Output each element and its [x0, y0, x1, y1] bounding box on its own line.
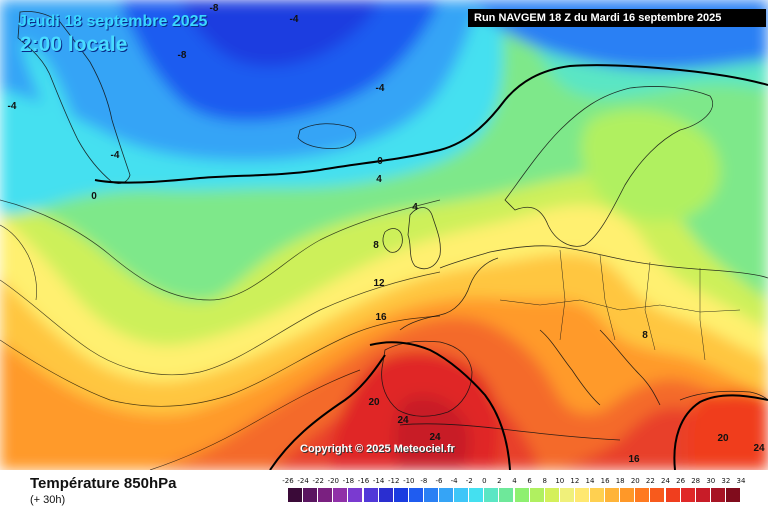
- legend-tick-label: 26: [676, 477, 686, 485]
- legend-swatch: [514, 488, 530, 502]
- isotherm-label: 4: [412, 202, 418, 213]
- legend-tick-label: 12: [570, 477, 580, 485]
- legend-swatch: [544, 488, 560, 502]
- legend-tick-label: 0: [482, 477, 487, 485]
- legend-tick-label: 18: [615, 477, 625, 485]
- forecast-date: Jeudi 18 septembre 2025: [18, 13, 208, 30]
- legend-tick-label: 10: [555, 477, 565, 485]
- legend-swatch: [363, 488, 379, 502]
- isotherm-label: 4: [376, 174, 382, 185]
- legend-swatch: [484, 488, 500, 502]
- legend-tick-label: 32: [721, 477, 731, 485]
- map-footer: Température 850hPa (+ 30h) -26 -24 -22 -20-…: [0, 470, 768, 512]
- isotherm-label: -8: [178, 50, 187, 61]
- isotherm-label: 8: [642, 330, 648, 341]
- legend-swatch: [710, 488, 726, 502]
- legend-swatch: [529, 488, 545, 502]
- legend-swatch: [620, 488, 636, 502]
- legend-tick-label: -20: [327, 477, 340, 485]
- forecast-offset: (+ 30h): [30, 494, 66, 506]
- legend-swatch: [318, 488, 334, 502]
- legend-swatch: [635, 488, 651, 502]
- isotherm-label: 24: [753, 443, 765, 454]
- legend-tick-label: 16: [600, 477, 610, 485]
- legend-tick-label: -4: [450, 477, 458, 485]
- legend-tick-label: -18: [342, 477, 355, 485]
- legend-swatch: [590, 488, 606, 502]
- legend-swatch: [423, 488, 439, 502]
- legend-tick-label: 28: [691, 477, 701, 485]
- legend-swatch: [439, 488, 455, 502]
- legend-swatch: [559, 488, 575, 502]
- copyright-text: Copyright © 2025 Meteociel.fr: [300, 443, 455, 455]
- legend-swatch: [605, 488, 621, 502]
- model-run-label: Run NAVGEM 18 Z du Mardi 16 septembre 20…: [468, 9, 766, 27]
- legend-tick-label: -10: [403, 477, 415, 485]
- isotherm-label: 24: [397, 415, 409, 426]
- parameter-title: Température 850hPa: [30, 475, 177, 492]
- legend-swatch: [574, 488, 590, 502]
- legend-tick-label: -14: [372, 477, 385, 485]
- isotherm-label: 16: [628, 454, 640, 465]
- isotherm-label: 0: [91, 191, 97, 202]
- legend-tick-label: 24: [661, 477, 670, 485]
- legend-swatch: [348, 488, 364, 502]
- legend-tick-label: 8: [542, 477, 547, 485]
- temperature-map: -8 -4 -8 -4 -4 -4 0 0 4 4 8 12 16 20 24 …: [0, 0, 768, 470]
- isotherm-label: 12: [373, 278, 385, 289]
- legend-swatch: [333, 488, 349, 502]
- isotherm-label: -4: [376, 83, 385, 94]
- color-legend: -26 -24 -22 -20 -18 -16 -14 -12 -10 -8 -6 -4 -2 0 2 4 6 8…: [281, 477, 751, 511]
- legend-tick-label: -6: [435, 477, 443, 485]
- legend-swatch: [469, 488, 485, 502]
- legend-tick-label: -22: [312, 477, 324, 485]
- isotherm-label: 0: [377, 156, 383, 167]
- isotherm-label: 8: [373, 240, 379, 251]
- legend-tick-label: -2: [465, 477, 473, 485]
- isotherm-label: -8: [210, 3, 219, 14]
- forecast-time: 2:00 locale: [20, 33, 128, 56]
- legend-swatch: [665, 488, 681, 502]
- isotherm-label: -4: [290, 14, 299, 25]
- legend-tick-label: 14: [585, 477, 595, 485]
- isotherm-label: 24: [429, 432, 441, 443]
- legend-tick-label: 6: [527, 477, 532, 485]
- legend-swatch: [454, 488, 470, 502]
- legend-tick-label: -16: [357, 477, 370, 485]
- legend-swatch: [650, 488, 666, 502]
- legend-tick-label: 4: [512, 477, 517, 485]
- legend-swatch: [499, 488, 515, 502]
- isotherm-label: 20: [368, 397, 380, 408]
- legend-tick-label: -12: [387, 477, 400, 485]
- legend-tick-label: 34: [736, 477, 746, 485]
- legend-tick-label: 2: [497, 477, 502, 485]
- legend-tick-label: 20: [630, 477, 640, 485]
- legend-tick-label: 30: [706, 477, 716, 485]
- legend-tick-label: -26: [282, 477, 294, 485]
- legend-swatch: [695, 488, 711, 502]
- legend-swatch: [378, 488, 394, 502]
- legend-tick-label: -8: [420, 477, 428, 485]
- isotherm-label: 16: [375, 312, 387, 323]
- isotherm-label: 20: [717, 433, 729, 444]
- isotherm-label: -4: [8, 101, 17, 112]
- legend-swatch: [680, 488, 696, 502]
- isotherm-label: -4: [111, 150, 120, 161]
- legend-swatch: [408, 488, 424, 502]
- legend-tick-label: -24: [297, 477, 309, 485]
- legend-swatch: [725, 488, 741, 502]
- legend-swatch: [288, 488, 304, 502]
- legend-tick-label: 22: [645, 477, 655, 485]
- legend-swatch: [393, 488, 409, 502]
- legend-swatch: [303, 488, 319, 502]
